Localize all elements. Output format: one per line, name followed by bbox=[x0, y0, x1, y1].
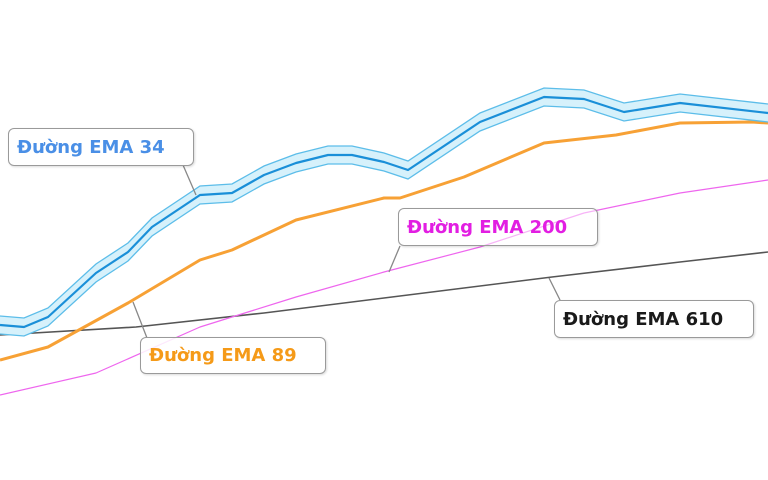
callout-pointer-ema89 bbox=[132, 301, 148, 339]
label-ema200: Đường EMA 200 bbox=[398, 208, 598, 246]
label-ema610: Đường EMA 610 bbox=[554, 300, 754, 338]
label-ema89: Đường EMA 89 bbox=[140, 337, 326, 374]
callout-pointer-ema610 bbox=[548, 277, 561, 301]
ema610-line bbox=[0, 251, 768, 336]
callout-pointer-ema34 bbox=[182, 164, 197, 196]
ema34-line bbox=[0, 95, 768, 329]
ema200-line bbox=[0, 179, 768, 396]
label-ema34: Đường EMA 34 bbox=[8, 128, 194, 166]
callout-pointer-ema200 bbox=[388, 245, 401, 273]
ema34-band-upper bbox=[0, 87, 768, 319]
ema34-band-lower bbox=[0, 105, 768, 337]
ema89-line bbox=[0, 120, 768, 362]
